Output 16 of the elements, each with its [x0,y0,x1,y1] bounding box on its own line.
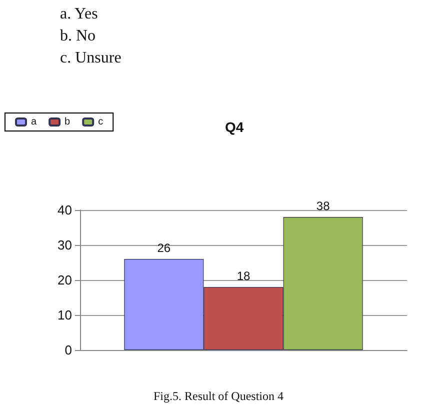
data-label: 26 [157,241,171,255]
legend-label: a [31,116,37,128]
y-tick-label: 10 [58,308,72,322]
text: b. No [60,28,96,44]
caption: Fig.5. Result of Question 4 [154,389,284,403]
chart-title: Q4 [225,119,244,135]
legend-label: b [64,116,71,128]
y-tick-label: 0 [64,342,72,358]
y-tick-label: 40 [58,202,72,218]
y-tick-label: 20 [58,272,72,288]
text: a. Yes [60,6,98,22]
data-label: 38 [316,199,330,213]
y-tick-label: 30 [58,238,72,252]
text: c. Unsure [60,50,122,66]
data-label: 18 [236,269,250,283]
legend-label: c [98,116,104,128]
